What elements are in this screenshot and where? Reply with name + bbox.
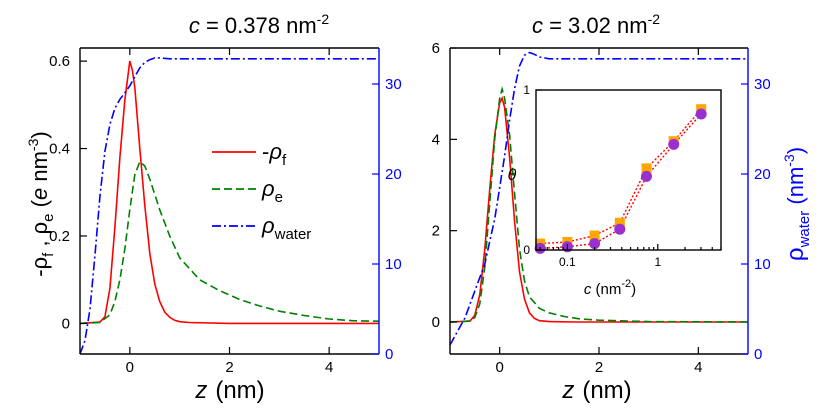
inset-circle-point	[668, 138, 680, 150]
ylabel-close: )	[783, 147, 808, 154]
xlabel-var: z	[561, 377, 574, 404]
ylabel-open: (nm	[783, 167, 808, 211]
y-tick-label: 0	[432, 314, 440, 331]
xlabel-unit: (nm)	[582, 377, 631, 404]
ylabel-e: e	[27, 188, 52, 200]
ylabel-open: (	[27, 199, 52, 213]
ylabel-close: )	[27, 131, 52, 138]
left-panel-xlabel: z (nm)	[194, 377, 264, 404]
legend-label: ρwater	[261, 213, 311, 243]
right-panel-xlabel: z (nm)	[561, 377, 631, 404]
title-sup: -2	[317, 11, 330, 27]
left-panel-series	[79, 57, 380, 355]
inset-square-point	[614, 217, 625, 228]
title-eq: = 3.02 nm	[543, 13, 648, 38]
right-panel-title: c = 3.02 nm-2	[532, 11, 660, 38]
inset-circle-point	[614, 223, 626, 235]
x-tick-label: 4	[325, 359, 333, 376]
series-line-2	[449, 51, 748, 346]
xlabel-unit: (nm)	[215, 377, 264, 404]
y-tick-label: 0.4	[49, 141, 70, 158]
inset-xlabel: c (nm-2)	[584, 278, 636, 298]
ylabel-b-sub: e	[40, 213, 57, 221]
inset-square-point	[641, 163, 652, 174]
legend-label: ρe	[261, 176, 283, 206]
ylabel-sup: -3	[25, 138, 41, 151]
inset-series	[534, 104, 707, 254]
inset-circle-point	[589, 238, 601, 250]
inset-ticks: 0.1 1 0 1	[523, 83, 722, 269]
ylabel-a-sub: f	[40, 252, 57, 257]
series-line-2	[79, 57, 379, 355]
y2-tick-label: 20	[385, 166, 402, 183]
y2-tick-label: 30	[754, 76, 771, 93]
y-tick-label: 4	[432, 131, 440, 148]
title-var: c	[532, 13, 543, 38]
y2-tick-label: 10	[754, 256, 771, 273]
right-panel-ylabel: ρwater (nm-3)	[781, 147, 813, 261]
title-eq: = 0.378 nm	[200, 13, 317, 38]
title-var: c	[189, 13, 200, 38]
y2-tick-label: 30	[385, 76, 402, 93]
right-panel-series	[449, 51, 749, 346]
y-tick-label: 2	[432, 223, 440, 240]
xlabel-var: z	[194, 377, 207, 404]
x-tick-label: 2	[225, 359, 233, 376]
y-tick-label: 0	[62, 315, 70, 332]
left-panel-title: c = 0.378 nm-2	[189, 11, 329, 38]
inset-xlabel-var: c	[584, 281, 592, 298]
inset-xlabel-close: )	[631, 281, 636, 298]
inset-ylabel: θ	[508, 167, 517, 184]
y2-tick-label: 10	[385, 256, 402, 273]
inset-circle-point	[695, 108, 707, 120]
inset-y-tick-label: 1	[523, 83, 530, 97]
ylabel-sym: ρ	[782, 247, 809, 261]
series-line-1	[79, 160, 380, 325]
left-panel-ticks: 0 2 4 0 0.2 0.4 0.6 0 10 20 30	[49, 48, 402, 376]
y-tick-label: 0.6	[49, 53, 70, 70]
y2-tick-label: 0	[754, 346, 762, 363]
inset-background	[536, 90, 721, 250]
ylabel-sep: ,	[27, 234, 52, 252]
left-panel-legend: -ρf ρe ρwater	[212, 139, 311, 243]
x-tick-label: 0	[495, 359, 503, 376]
inset-xlabel-open: (nm	[591, 281, 621, 298]
legend-label: -ρf	[262, 139, 287, 169]
y2-tick-label: 0	[385, 346, 393, 363]
title-sup: -2	[648, 11, 661, 27]
left-panel-ylabel: -ρf , ρe (e nm-3)	[25, 131, 57, 276]
inset-square-point	[589, 230, 600, 241]
series-line-0	[79, 60, 379, 325]
x-tick-label: 0	[126, 359, 134, 376]
inset-x-tick-label: 1	[654, 255, 661, 269]
y-tick-label: 0.2	[49, 228, 70, 245]
x-tick-label: 4	[694, 359, 702, 376]
inset-circle-point	[640, 170, 652, 182]
inset-chart: 0.1 1 0 1 θ c (nm-2)	[508, 83, 722, 298]
inset-x-tick-label: 0.1	[559, 255, 576, 269]
ylabel-sup: -3	[781, 154, 797, 167]
inset-frame	[535, 89, 722, 251]
ylabel-b: ρ	[27, 222, 52, 235]
y-tick-label: 6	[432, 40, 440, 57]
ylabel-a: -ρ	[27, 257, 52, 277]
ylabel-nm: nm	[27, 151, 52, 188]
ylabel-sub: water	[796, 211, 813, 249]
y2-tick-label: 20	[754, 166, 771, 183]
series-line-1	[449, 86, 749, 323]
inset-y-tick-label: 0	[523, 243, 530, 257]
inset-xlabel-sup: -2	[621, 278, 631, 290]
x-tick-label: 2	[595, 359, 603, 376]
